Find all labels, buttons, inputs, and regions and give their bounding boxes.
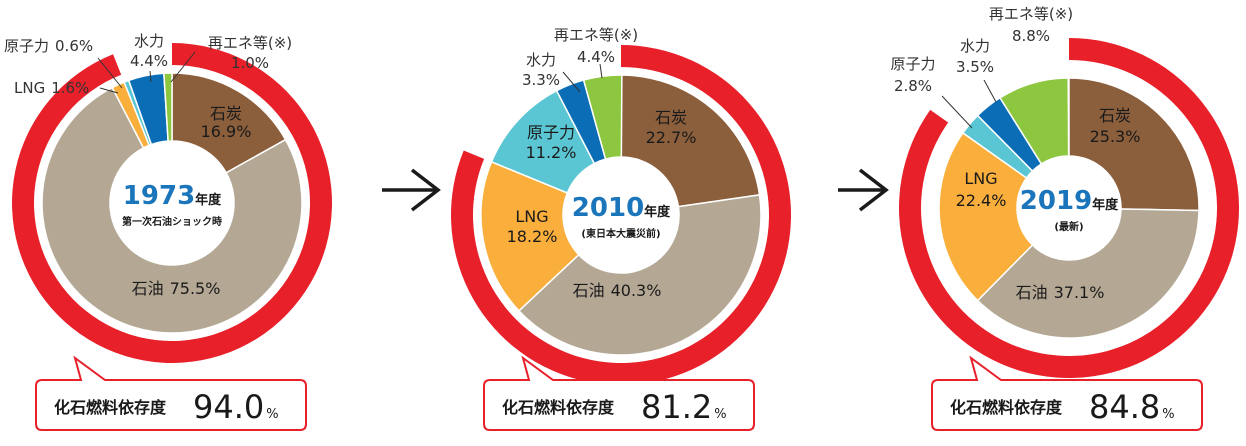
slice-value-lng: 18.2% [507, 227, 558, 246]
fossil-dependency-value: 94.0% [193, 388, 279, 426]
slice-renewables [163, 72, 173, 142]
slice-oil [517, 193, 762, 356]
fossil-dependency-value: 84.8% [1089, 388, 1175, 426]
outer-value-hydro: 3.5% [956, 58, 994, 76]
slice-coal [620, 74, 761, 208]
fossil-dependency-callout: 化石燃料依存度 81.2% [483, 355, 755, 431]
outer-value-hydro: 4.4% [130, 52, 168, 70]
right-arrow-icon [838, 168, 889, 212]
slice-label-nuclear: 原子力 [527, 123, 575, 142]
callout-box [931, 355, 1203, 431]
callout-box [483, 355, 755, 431]
center-subtitle: (東日本大震災前) [581, 227, 660, 240]
outer-label-hydro: 水力 [526, 51, 556, 69]
leader-line-renewables [170, 51, 196, 83]
fossil-dependency-value: 81.2% [641, 388, 727, 426]
slice-renewables [998, 77, 1070, 165]
outer-label-renewables: 再エネ等(※) [208, 34, 292, 52]
slice-renewables [582, 74, 623, 161]
outer-label-hydro: 水力 [960, 37, 990, 55]
slice-label-coal: 石炭 [210, 104, 242, 123]
leader-line-nuclear [97, 57, 123, 89]
outer-label-hydro: 水力 [134, 32, 164, 50]
slice-value-coal: 16.9% [201, 122, 252, 141]
slice-value-coal: 25.3% [1090, 127, 1141, 146]
slice-oil [41, 86, 303, 334]
slice-label-lng: LNG [515, 207, 548, 226]
fossil-dependency-callout: 化石燃料依存度 94.0% [35, 355, 307, 431]
outer-value-renewables: 1.0% [231, 54, 269, 72]
callout-box [35, 355, 307, 431]
center-year: 1973年度 [123, 181, 222, 211]
outer-label-renewables: 再エネ等(※) [989, 5, 1073, 23]
slice-lng [480, 160, 580, 312]
slice-coal [1068, 77, 1200, 212]
leader-line-hydro [562, 71, 581, 93]
leader-line-hydro [149, 70, 152, 83]
leader-line-renewables [599, 63, 603, 79]
outer-value-renewables: 8.8% [1012, 27, 1050, 45]
slice-label-coal: 石炭 [655, 108, 687, 127]
center-year: 2019年度 [1020, 186, 1119, 216]
leader-line-hydro [983, 79, 997, 103]
outer-label-lng: LNG 1.6% [14, 79, 89, 97]
slice-label-coal: 石炭 [1099, 106, 1131, 125]
slice-value-coal: 22.7% [646, 128, 697, 147]
slice-label-oil: 石油 37.1% [1016, 283, 1105, 302]
outer-value-renewables: 4.4% [577, 48, 615, 66]
leader-line-lng [99, 87, 119, 94]
center-year: 2010年度 [572, 193, 671, 223]
leader-line-nuclear [941, 95, 973, 129]
slice-oil [976, 208, 1200, 339]
slice-lng [938, 131, 1034, 302]
fossil-dependency-label: 化石燃料依存度 [502, 398, 615, 417]
slice-label-oil: 石油 40.3% [573, 281, 662, 300]
fossil-dependency-label: 化石燃料依存度 [54, 398, 167, 417]
fossil-dependency-callout: 化石燃料依存度 84.8% [931, 355, 1203, 431]
outer-value-hydro: 3.3% [522, 71, 560, 89]
slice-label-lng: LNG [964, 169, 997, 188]
outer-value-nuclear: 2.8% [894, 77, 932, 95]
outer-label-nuclear: 原子力 0.6% [4, 37, 93, 55]
slice-value-lng: 22.4% [956, 191, 1007, 210]
fossil-dependency-label: 化石燃料依存度 [950, 398, 1063, 417]
center-subtitle: (最新) [1054, 220, 1083, 233]
right-arrow-icon [382, 168, 441, 212]
donut-chart-2019: 石炭 25.3% 石油 37.1% LNG 22.4% 原子力 2.8% 水力 3.5% 再エネ等(… [890, 5, 1240, 431]
center-subtitle: 第一次石油ショック時 [122, 215, 222, 228]
outer-label-nuclear: 原子力 [890, 55, 935, 73]
slice-value-nuclear: 11.2% [526, 143, 577, 162]
outer-label-renewables: 再エネ等(※) [554, 26, 638, 44]
slice-label-oil: 石油 75.5% [132, 279, 221, 298]
